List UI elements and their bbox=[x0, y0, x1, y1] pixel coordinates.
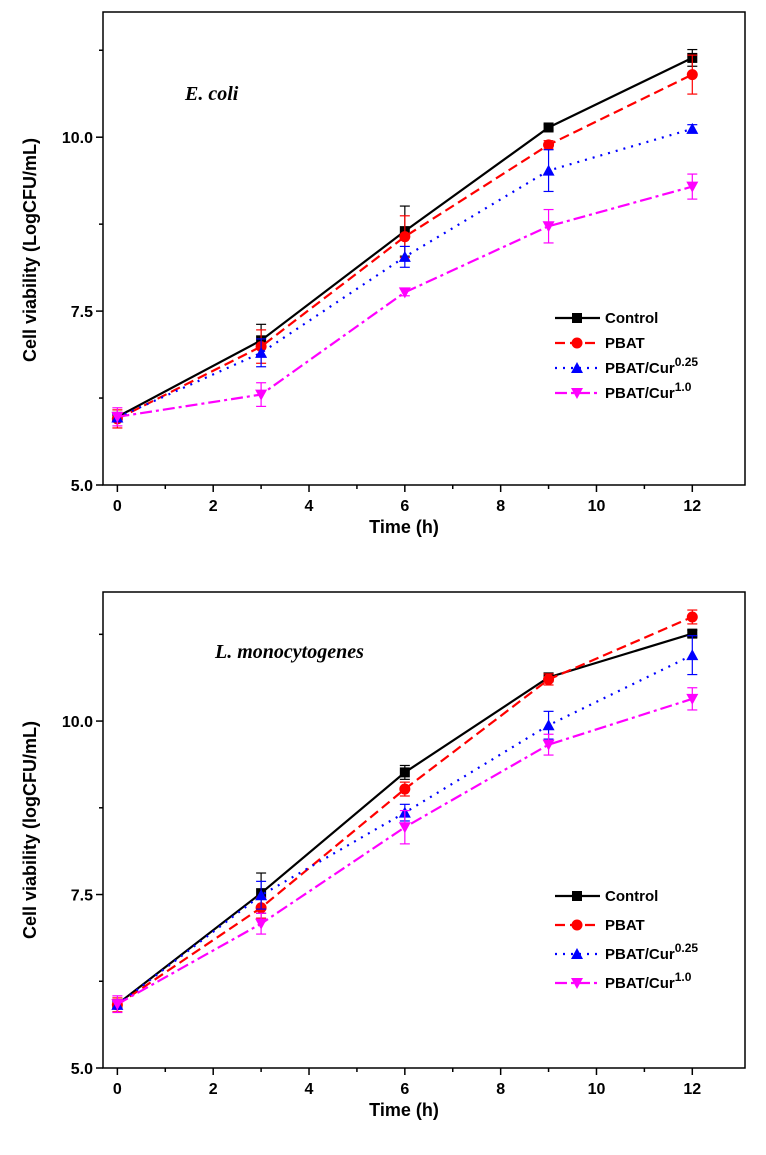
y-axis-title: Cell viability (LogCFU/mL) bbox=[20, 138, 40, 362]
species-annotation: E. coli bbox=[184, 83, 239, 105]
series-line bbox=[116, 73, 693, 420]
legend: Control PBAT PBAT/Cur0.25 PBAT/Cur1.0 bbox=[555, 310, 698, 402]
legend-label: Control bbox=[605, 310, 658, 327]
plot-frame bbox=[102, 11, 746, 486]
data-point bbox=[543, 122, 554, 133]
x-tick-label: 8 bbox=[496, 1081, 505, 1098]
legend-label: PBAT/Cur0.25 bbox=[605, 355, 698, 377]
series-line bbox=[116, 697, 693, 1006]
data-point bbox=[686, 649, 699, 661]
plot-frame bbox=[102, 591, 746, 1069]
data-point bbox=[542, 739, 555, 751]
x-tick-label: 2 bbox=[209, 498, 218, 515]
legend: Control PBAT PBAT/Cur0.25 PBAT/Cur1.0 bbox=[555, 888, 698, 992]
data-point bbox=[543, 139, 555, 151]
series-3 bbox=[111, 122, 699, 423]
x-tick-label: 6 bbox=[400, 1081, 409, 1098]
series-line bbox=[116, 615, 693, 1006]
data-point bbox=[686, 69, 698, 81]
legend-label: PBAT/Cur1.0 bbox=[605, 970, 692, 992]
series-line bbox=[117, 185, 693, 418]
chart-panel-1: 0 2 4 6 8 10 12 5.0 7.5 10.0 Time (h) Cell viabilit… bbox=[20, 11, 746, 537]
legend-marker bbox=[572, 891, 582, 901]
legend-superscript: 0.25 bbox=[675, 941, 699, 955]
legend-marker bbox=[571, 948, 583, 959]
data-point bbox=[543, 673, 555, 685]
legend-marker bbox=[571, 362, 583, 373]
data-point bbox=[399, 767, 410, 778]
data-point bbox=[687, 628, 698, 639]
x-tick-label: 12 bbox=[683, 1081, 701, 1098]
legend-superscript: 1.0 bbox=[675, 380, 692, 394]
data-point bbox=[686, 611, 698, 623]
x-tick-label: 8 bbox=[496, 498, 505, 515]
data-point bbox=[686, 181, 699, 193]
y-tick-label: 5.0 bbox=[71, 478, 93, 495]
x-tick-label: 10 bbox=[588, 498, 606, 515]
x-axis-title: Time (h) bbox=[369, 517, 439, 537]
legend-superscript: 0.25 bbox=[675, 355, 699, 369]
legend-marker bbox=[571, 919, 583, 931]
data-point bbox=[399, 783, 411, 795]
chart-panel-2: 0 2 4 6 8 10 12 5.0 7.5 10.0 Time (h) Cell viabilit… bbox=[20, 591, 746, 1120]
x-axis-title: Time (h) bbox=[369, 1100, 439, 1120]
x-tick-label: 6 bbox=[400, 498, 409, 515]
data-point bbox=[399, 231, 411, 243]
legend-marker bbox=[571, 978, 583, 989]
data-point bbox=[255, 889, 268, 901]
data-point bbox=[542, 164, 555, 176]
data-point bbox=[398, 250, 411, 262]
legend-label: PBAT bbox=[605, 917, 645, 934]
x-tick-label: 12 bbox=[683, 498, 701, 515]
legend-marker bbox=[572, 313, 582, 323]
y-tick-label: 10.0 bbox=[62, 130, 93, 147]
x-tick-label: 4 bbox=[305, 1081, 314, 1098]
data-point bbox=[255, 346, 268, 358]
y-tick-label: 10.0 bbox=[62, 714, 93, 731]
x-tick-label: 10 bbox=[588, 1081, 606, 1098]
data-point bbox=[542, 221, 555, 233]
y-tick-label: 5.0 bbox=[71, 1061, 93, 1078]
y-axis-title: Cell viability (logCFU/mL) bbox=[20, 721, 40, 939]
data-point bbox=[686, 122, 699, 134]
y-tick-label: 7.5 bbox=[71, 304, 93, 321]
series-4 bbox=[111, 173, 699, 427]
legend-marker bbox=[571, 337, 583, 349]
series-line bbox=[116, 654, 693, 1006]
data-point bbox=[398, 822, 411, 834]
data-point bbox=[111, 411, 124, 423]
legend-label: PBAT/Cur0.25 bbox=[605, 941, 698, 963]
data-point bbox=[255, 918, 268, 930]
legend-marker bbox=[571, 388, 583, 399]
data-point bbox=[111, 999, 124, 1011]
x-tick-label: 4 bbox=[305, 498, 314, 515]
y-tick-label: 7.5 bbox=[71, 888, 93, 905]
species-annotation: L. monocytogenes bbox=[214, 641, 364, 663]
data-point bbox=[542, 719, 555, 731]
legend-label: PBAT bbox=[605, 335, 645, 352]
x-tick-label: 2 bbox=[209, 1081, 218, 1098]
legend-superscript: 1.0 bbox=[675, 970, 692, 984]
legend-label: Control bbox=[605, 888, 658, 905]
x-tick-label: 0 bbox=[113, 1081, 122, 1098]
series-4 bbox=[111, 687, 699, 1014]
data-point bbox=[398, 287, 411, 299]
x-tick-label: 0 bbox=[113, 498, 122, 515]
series-line bbox=[116, 127, 693, 419]
data-point bbox=[255, 389, 268, 401]
data-point bbox=[686, 693, 699, 705]
legend-label: PBAT/Cur1.0 bbox=[605, 380, 692, 402]
